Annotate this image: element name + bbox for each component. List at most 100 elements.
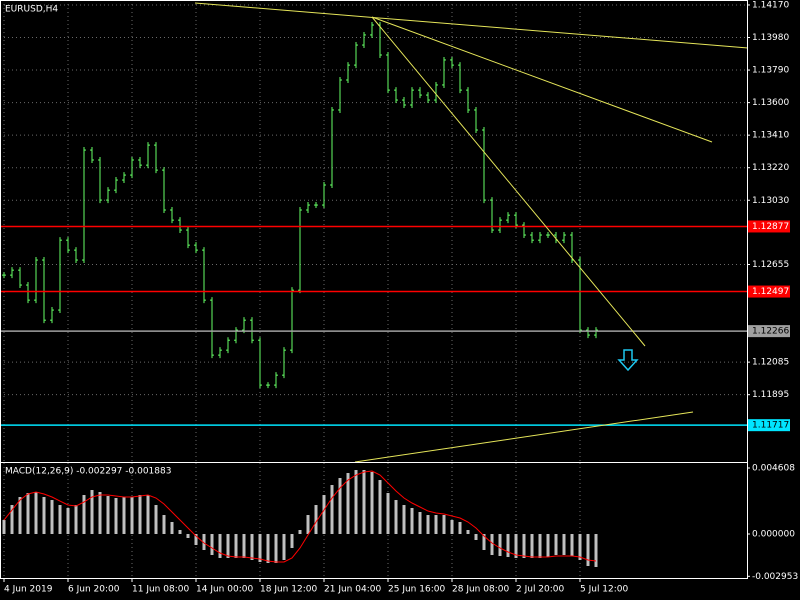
y-tick-label: 1.13980: [752, 33, 789, 43]
down-arrow: [617, 349, 639, 372]
price-bar: [466, 87, 470, 113]
price-bar: [394, 87, 398, 104]
price-bar: [50, 307, 54, 324]
macd-bar: [266, 533, 270, 563]
price-bar: [218, 347, 222, 359]
y-tick-label: 1.13600: [752, 98, 789, 108]
macd-bar: [538, 533, 542, 558]
price-bar: [226, 337, 230, 354]
macd-bar: [442, 515, 446, 534]
y-tick-label: 1.13790: [752, 66, 789, 76]
price-bar: [114, 177, 118, 194]
macd-bar: [18, 497, 22, 534]
price-bar: [42, 257, 46, 324]
macd-bar: [218, 533, 222, 558]
macd-bar: [242, 533, 246, 558]
price-bar: [2, 272, 6, 279]
macd-bar: [562, 533, 566, 555]
price-bar: [106, 187, 110, 204]
macd-bar: [586, 533, 590, 566]
macd-bar: [162, 515, 166, 534]
price-bar: [186, 227, 190, 249]
price-bar: [514, 212, 518, 229]
price-bar: [354, 42, 358, 69]
x-tick-label: 5 Jul 12:00: [580, 585, 629, 595]
x-tick-label: 18 Jun 12:00: [260, 585, 317, 595]
macd-bar: [226, 533, 230, 558]
price-bar: [482, 127, 486, 204]
price-bar: [578, 257, 582, 334]
macd-bar: [10, 505, 14, 534]
macd-bar: [114, 498, 118, 534]
macd-bar: [194, 533, 198, 545]
macd-bar: [234, 533, 238, 558]
price-bar: [474, 106, 478, 134]
price-bar: [426, 92, 430, 104]
macd-bar: [306, 515, 310, 534]
macd-bar: [394, 500, 398, 534]
price-bar: [210, 297, 214, 359]
macd-signal: [3, 470, 597, 563]
price-bar: [330, 106, 334, 189]
macd-bar: [98, 492, 102, 534]
y-tick-label: 1.12085: [752, 358, 789, 368]
price-bar: [530, 232, 534, 244]
macd-bar: [34, 492, 38, 534]
macd-bar: [290, 533, 294, 548]
macd-bar: [74, 505, 78, 534]
x-tick-label: 14 Jun 00:00: [196, 585, 253, 595]
price-bar: [74, 247, 78, 264]
price-bar: [522, 222, 526, 239]
macd-bar: [418, 511, 422, 534]
macd-bar: [178, 530, 182, 534]
macd-bar: [138, 495, 142, 534]
price-bar: [434, 81, 438, 104]
y-tick-label: 1.13410: [752, 131, 789, 141]
trend-line: [354, 411, 694, 463]
macd-tick-label: 0.000000: [752, 529, 795, 539]
price-bar: [418, 87, 422, 99]
macd-bar: [82, 495, 86, 534]
macd-bar: [514, 533, 518, 558]
price-bar: [306, 202, 310, 214]
macd-bar: [154, 505, 158, 534]
price-bar: [274, 372, 278, 389]
price-bar: [82, 147, 86, 264]
macd-tick-label: -0.002953: [752, 572, 798, 582]
macd-bar: [386, 493, 390, 534]
y-tick-label: 1.11895: [752, 390, 789, 400]
price-bar: [282, 347, 286, 379]
price-bar: [538, 232, 542, 244]
macd-bar: [298, 530, 302, 534]
macd-bar: [90, 490, 94, 534]
y-tick-label: 1.12655: [752, 260, 789, 270]
y-tick-label: 1.14170: [752, 0, 789, 10]
price-bar: [194, 242, 198, 254]
price-bar: [90, 147, 94, 163]
x-tick-label: 25 Jun 16:00: [388, 585, 445, 595]
macd-bar: [426, 515, 430, 534]
level-label: 1.12266: [752, 327, 789, 337]
trend-line: [194, 2, 749, 49]
macd-bar: [58, 505, 62, 534]
y-tick-label: 1.13030: [752, 196, 789, 206]
trend-lines: [194, 2, 749, 463]
macd-bar: [402, 505, 406, 534]
macd-title: MACD(12,26,9) -0.002297 -0.001883: [5, 467, 171, 477]
x-tick-label: 6 Jun 20:00: [68, 585, 120, 595]
macd-bar: [66, 508, 70, 534]
price-bar: [34, 257, 38, 304]
macd-bar: [370, 472, 374, 534]
macd-bar: [498, 533, 502, 556]
macd-bar: [210, 533, 214, 555]
macd-bar: [106, 496, 110, 534]
price-bar: [178, 217, 182, 234]
macd-bar: [322, 495, 326, 534]
price-bar: [66, 237, 70, 254]
macd-bar: [482, 533, 486, 550]
price-bar: [322, 182, 326, 209]
price-bar: [58, 237, 62, 314]
price-bar: [162, 167, 166, 214]
macd-bar: [378, 480, 382, 534]
level-label-box: [748, 419, 790, 432]
